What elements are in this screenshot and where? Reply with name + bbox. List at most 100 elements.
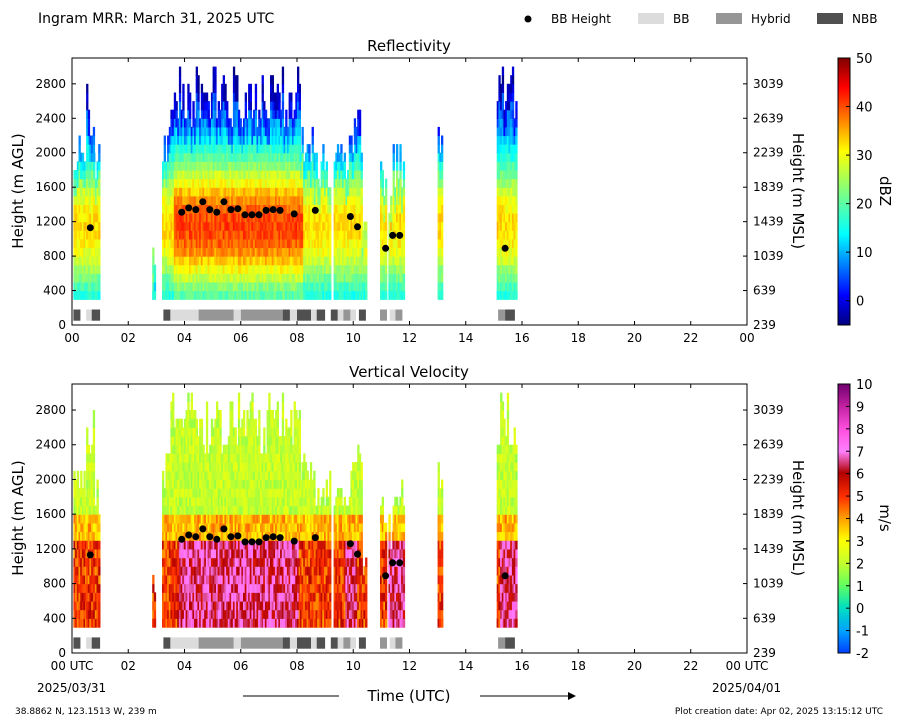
heatmap-cell <box>86 144 89 154</box>
heatmap-cell <box>175 247 178 257</box>
heatmap-cell <box>86 230 89 240</box>
heatmap-cell <box>217 230 220 240</box>
heatmap-cell <box>219 531 222 541</box>
heatmap-cell <box>202 583 205 593</box>
heatmap-cell <box>224 264 227 274</box>
heatmap-cell <box>281 75 285 85</box>
heatmap-cell <box>352 152 355 162</box>
heatmap-cell <box>340 161 343 171</box>
heatmap-cell <box>355 230 358 240</box>
heatmap-cell <box>217 557 220 567</box>
heatmap-cell <box>322 264 325 274</box>
heatmap-cell <box>177 178 180 188</box>
heatmap-cell <box>195 281 198 292</box>
heatmap-cell <box>280 126 283 137</box>
heatmap-cell <box>200 479 204 489</box>
heatmap-cell <box>342 247 345 257</box>
heatmap-cell <box>325 290 328 300</box>
heatmap-cell <box>399 281 402 292</box>
heatmap-cell <box>506 281 510 292</box>
heatmap-cell <box>163 152 166 162</box>
heatmap-cell <box>80 238 83 249</box>
bb-type-bar-nbb <box>358 309 366 321</box>
heatmap-cell <box>327 204 330 214</box>
heatmap-cell <box>325 264 328 274</box>
heatmap-cell <box>197 496 200 507</box>
heatmap-cell <box>437 281 440 292</box>
heatmap-cell <box>288 290 291 300</box>
heatmap-cell <box>340 221 343 231</box>
heatmap-cell <box>81 273 85 283</box>
heatmap-cell <box>301 281 304 292</box>
heatmap-cell <box>200 609 204 619</box>
heatmap-cell <box>298 144 301 154</box>
heatmap-cell <box>202 187 205 197</box>
heatmap-cell <box>212 92 215 102</box>
heatmap-cell <box>397 221 400 231</box>
heatmap-cell <box>98 522 101 533</box>
heatmap-cell <box>345 264 348 274</box>
heatmap-cell <box>197 488 200 498</box>
heatmap-cell <box>210 101 214 111</box>
heatmap-cell <box>226 247 229 257</box>
heatmap-cell <box>226 213 229 223</box>
heatmap-cell <box>89 195 92 205</box>
heatmap-cell <box>503 238 506 249</box>
heatmap-cell <box>350 170 353 180</box>
heatmap-cell <box>278 118 281 128</box>
heatmap-cell <box>83 161 86 171</box>
heatmap-cell <box>229 281 232 292</box>
heatmap-cell <box>343 264 346 274</box>
heatmap-cell <box>293 256 296 266</box>
heatmap-cell <box>222 592 225 602</box>
heatmap-cell <box>92 479 96 489</box>
heatmap-cell <box>86 135 89 145</box>
heatmap-cell <box>168 264 172 274</box>
heatmap-cell <box>241 238 244 249</box>
heatmap-cell <box>295 144 298 154</box>
heatmap-cell <box>355 187 358 197</box>
heatmap-cell <box>180 522 183 533</box>
heatmap-cell <box>295 92 298 102</box>
heatmap-cell <box>178 496 182 507</box>
heatmap-cell <box>246 187 249 197</box>
heatmap-cell <box>217 195 220 205</box>
heatmap-cell <box>510 83 513 93</box>
heatmap-cell <box>81 195 85 205</box>
heatmap-cell <box>167 462 170 472</box>
heatmap-cell <box>76 256 80 266</box>
heatmap-cell <box>226 453 229 463</box>
heatmap-cell <box>197 152 200 162</box>
heatmap-cell <box>167 135 170 145</box>
heatmap-cell <box>227 453 231 463</box>
heatmap-cell <box>271 152 274 162</box>
heatmap-cell <box>236 161 239 171</box>
heatmap-cell <box>183 135 187 145</box>
heatmap-cell <box>322 213 325 223</box>
heatmap-cell <box>308 204 311 214</box>
heatmap-cell <box>506 195 510 205</box>
heatmap-cell <box>219 230 222 240</box>
heatmap-cell <box>222 92 225 102</box>
heatmap-cell <box>180 247 183 257</box>
heatmap-cell <box>273 264 276 274</box>
heatmap-cell <box>214 213 217 223</box>
heatmap-cell <box>83 609 86 619</box>
heatmap-cell <box>162 161 165 171</box>
heatmap-cell <box>380 281 383 292</box>
heatmap-cell <box>80 479 83 489</box>
heatmap-cell <box>204 109 207 119</box>
heatmap-cell <box>87 135 91 145</box>
heatmap-cell <box>212 479 215 489</box>
heatmap-cell <box>315 161 318 171</box>
heatmap-cell <box>327 187 330 197</box>
heatmap-cell <box>200 566 204 576</box>
heatmap-cell <box>350 256 353 266</box>
heatmap-cell <box>204 462 207 472</box>
heatmap-cell <box>75 204 78 214</box>
heatmap-cell <box>87 488 91 498</box>
heatmap-cell <box>286 230 290 240</box>
heatmap-cell <box>297 178 300 188</box>
heatmap-cell <box>180 470 183 481</box>
heatmap-cell <box>229 178 232 188</box>
